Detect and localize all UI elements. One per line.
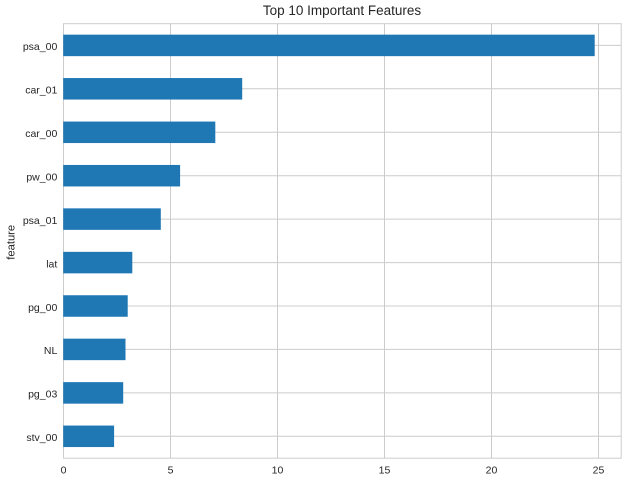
svg-text:feature: feature — [5, 225, 17, 260]
svg-text:pg_03: pg_03 — [28, 389, 57, 401]
svg-text:pw_00: pw_00 — [26, 172, 57, 184]
svg-text:0: 0 — [61, 465, 67, 477]
svg-text:stv_00: stv_00 — [26, 432, 57, 444]
svg-text:car_00: car_00 — [25, 128, 57, 140]
svg-text:psa_00: psa_00 — [23, 41, 58, 53]
svg-text:NL: NL — [44, 345, 58, 357]
svg-text:pg_00: pg_00 — [28, 302, 57, 314]
svg-text:lat: lat — [46, 258, 57, 270]
svg-text:Top 10 Important Features: Top 10 Important Features — [263, 3, 422, 18]
svg-text:car_01: car_01 — [25, 85, 57, 97]
svg-text:5: 5 — [168, 465, 174, 477]
svg-text:20: 20 — [486, 465, 498, 477]
svg-text:psa_01: psa_01 — [23, 215, 58, 227]
svg-text:15: 15 — [379, 465, 391, 477]
svg-text:25: 25 — [593, 465, 605, 477]
svg-text:10: 10 — [272, 465, 284, 477]
